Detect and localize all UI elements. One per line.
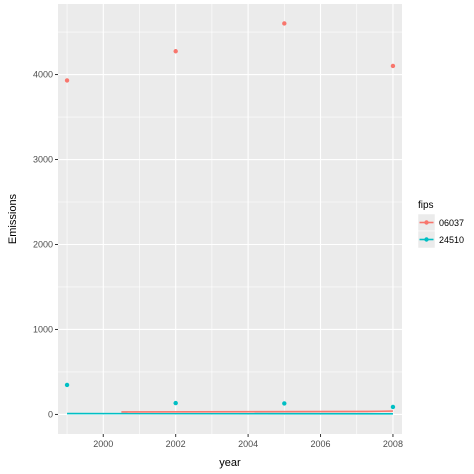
legend-key-point-24510 xyxy=(424,237,429,242)
panel-background xyxy=(58,4,402,434)
trend-line-06037 xyxy=(121,410,393,413)
y-axis-ticks: 0 1000 2000 3000 4000 xyxy=(33,70,58,419)
x-tick-label: 2006 xyxy=(311,439,331,449)
data-point-06037 xyxy=(64,78,70,83)
x-tick-label: 2008 xyxy=(383,439,403,449)
x-tick-label: 2002 xyxy=(166,439,186,449)
data-point-06037 xyxy=(282,21,287,26)
grid-minor xyxy=(58,4,402,434)
trend-lines xyxy=(67,410,393,415)
legend-label-06037: 06037 xyxy=(439,218,464,228)
y-axis-title: Emissions xyxy=(7,193,19,244)
data-point-06037 xyxy=(173,49,178,54)
y-tick-label: 3000 xyxy=(33,155,53,165)
data-point-24510 xyxy=(282,401,287,406)
data-point-06037 xyxy=(390,63,396,69)
legend-key-point-06037 xyxy=(424,220,429,225)
data-points xyxy=(64,21,396,410)
x-axis-ticks: 2000 2002 2004 2006 2008 xyxy=(93,434,403,449)
y-tick-label: 2000 xyxy=(33,239,53,249)
y-tick-label: 0 xyxy=(48,409,53,419)
y-tick-label: 4000 xyxy=(33,70,53,80)
grid-major xyxy=(58,4,402,434)
legend-title: fips xyxy=(418,200,434,211)
data-point-24510 xyxy=(390,404,396,410)
x-axis-title: year xyxy=(219,457,241,469)
x-tick-label: 2004 xyxy=(238,439,258,449)
data-point-24510 xyxy=(173,400,178,406)
x-tick-label: 2000 xyxy=(93,439,113,449)
legend: fips 06037 24510 xyxy=(417,200,464,249)
data-point-24510 xyxy=(64,382,70,388)
legend-label-24510: 24510 xyxy=(439,235,464,245)
y-tick-label: 1000 xyxy=(33,324,53,334)
